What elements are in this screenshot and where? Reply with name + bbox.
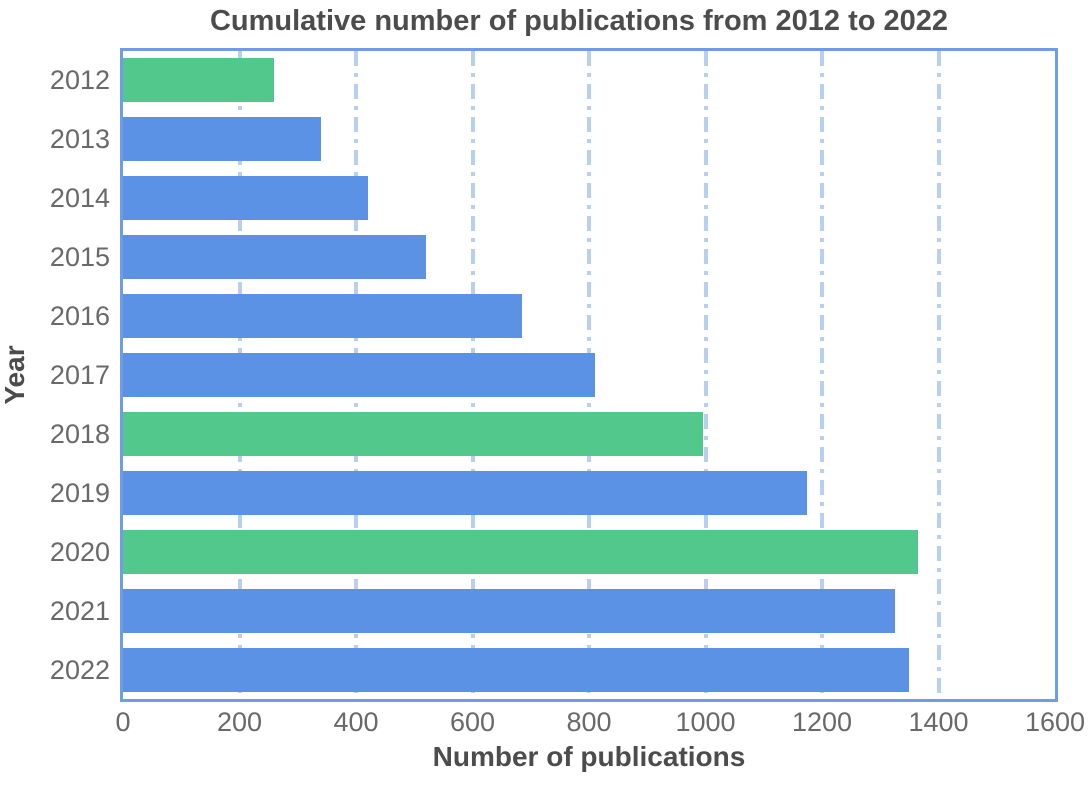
x-tick-label-1000: 1000: [675, 707, 736, 737]
bar-row-2016: [123, 287, 1055, 346]
y-tick-label-2020: 2020: [49, 536, 110, 567]
bar-row-2014: [123, 169, 1055, 228]
x-axis-label: Number of publications: [432, 741, 746, 772]
y-tick-label-2014: 2014: [49, 183, 110, 214]
y-tick-label-2019: 2019: [49, 477, 110, 508]
grid-line-1000: [703, 51, 708, 699]
bar-2015: [123, 235, 426, 280]
bar-2021: [123, 588, 895, 633]
x-tick-label-400: 400: [333, 707, 379, 737]
x-tick-label-800: 800: [566, 707, 612, 737]
y-tick-label-2016: 2016: [49, 301, 110, 332]
y-tick-label-2013: 2013: [49, 124, 110, 155]
x-tick-label-0: 0: [115, 707, 131, 737]
x-tick-label-1200: 1200: [791, 707, 853, 737]
bar-2013: [123, 117, 322, 162]
bar-row-2017: [123, 346, 1055, 405]
y-tick-label-2015: 2015: [49, 242, 110, 273]
bar-row-2015: [123, 228, 1055, 287]
bar-2019: [123, 470, 808, 515]
x-tick-label-1400: 1400: [908, 707, 969, 737]
plot-area: [120, 48, 1058, 702]
chart-title: Cumulative number of publications from 2…: [209, 5, 949, 37]
bar-2016: [123, 294, 522, 339]
bars-layer: [123, 51, 1055, 699]
y-tick-label-2021: 2021: [49, 595, 110, 626]
bar-row-2013: [123, 110, 1055, 169]
bar-2012: [123, 58, 275, 103]
y-tick-label-2018: 2018: [49, 418, 110, 449]
y-tick-label-2017: 2017: [49, 360, 110, 390]
bar-row-2021: [123, 581, 1055, 640]
bar-2017: [123, 352, 595, 397]
bar-row-2022: [123, 640, 1055, 699]
x-tick-label-200: 200: [216, 707, 263, 737]
bar-2018: [123, 411, 703, 456]
x-tick-label-1600: 1600: [1024, 707, 1086, 737]
bar-2020: [123, 529, 919, 574]
bar-row-2018: [123, 404, 1055, 463]
bar-2014: [123, 176, 368, 221]
bar-row-2019: [123, 463, 1055, 522]
bar-row-2012: [123, 51, 1055, 110]
y-tick-label-2022: 2022: [49, 654, 110, 685]
x-tick-label-600: 600: [449, 707, 496, 737]
grid-line-1400: [936, 51, 941, 699]
bar-row-2020: [123, 522, 1055, 581]
grid-line-1200: [820, 51, 824, 699]
bar-2022: [123, 647, 910, 692]
y-tick-label-2012: 2012: [49, 65, 110, 96]
